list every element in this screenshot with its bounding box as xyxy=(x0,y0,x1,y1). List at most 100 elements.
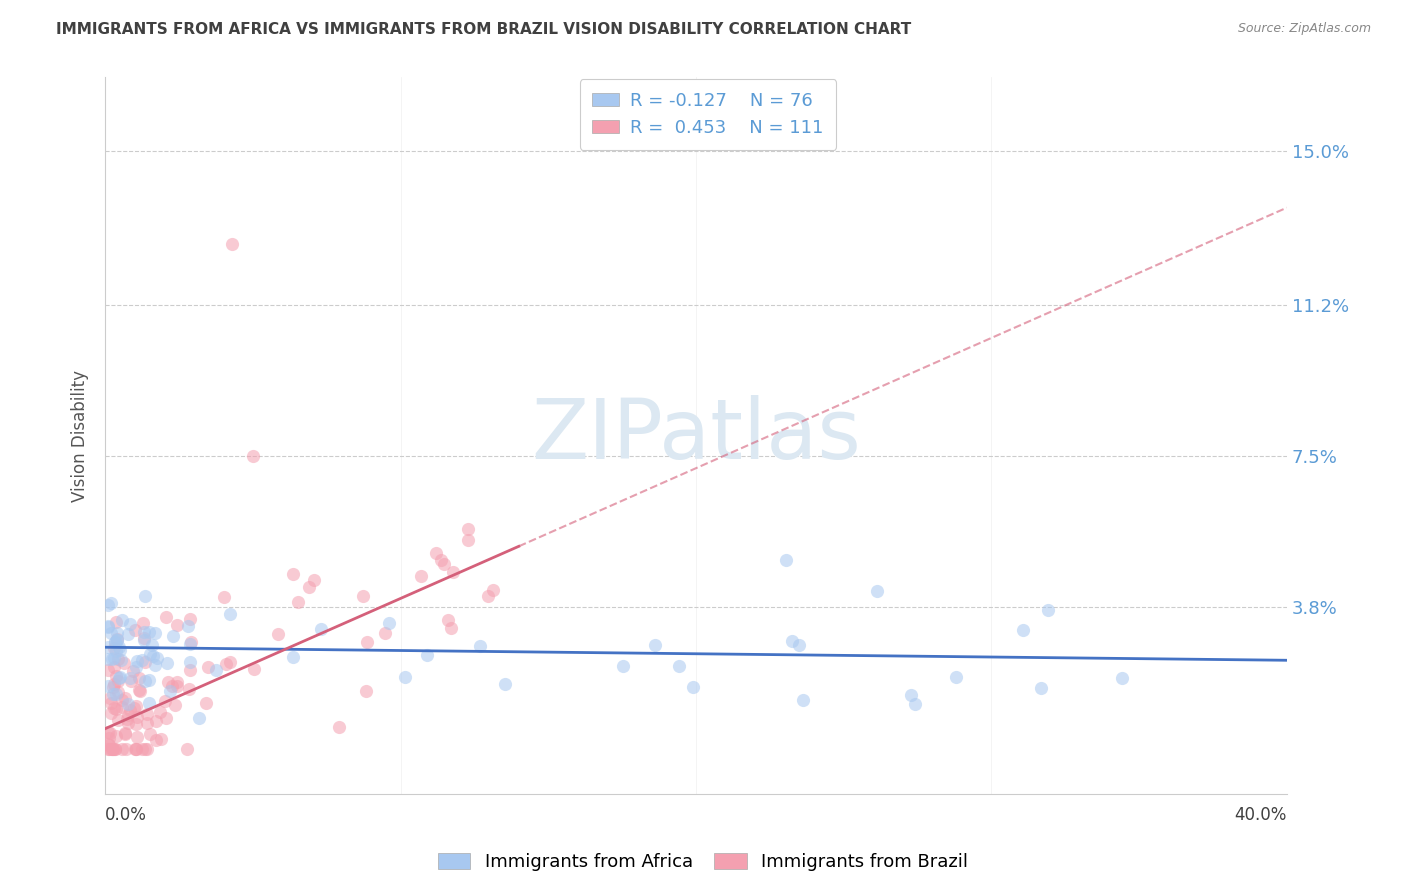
Point xyxy=(352,589,374,603)
Point xyxy=(131,742,153,756)
Point xyxy=(100,625,122,640)
Point xyxy=(903,697,925,711)
Point xyxy=(128,683,150,698)
Point xyxy=(120,672,142,686)
Point xyxy=(103,659,125,673)
Point xyxy=(283,566,305,581)
Point xyxy=(103,677,125,691)
Point xyxy=(166,618,188,632)
Point xyxy=(101,742,124,756)
Point xyxy=(97,739,120,753)
Point xyxy=(117,716,139,731)
Point xyxy=(117,712,139,726)
Point xyxy=(125,742,148,756)
Point xyxy=(149,705,172,719)
Point xyxy=(105,633,128,648)
Point xyxy=(105,632,128,647)
Point xyxy=(138,673,160,688)
Point xyxy=(114,691,136,706)
Point xyxy=(377,616,399,631)
Point xyxy=(287,595,309,609)
Point xyxy=(138,727,160,741)
Point xyxy=(98,731,121,746)
Point xyxy=(124,624,146,638)
Point xyxy=(243,662,266,676)
Point xyxy=(103,640,125,655)
Point xyxy=(101,680,124,694)
Point xyxy=(104,634,127,648)
Point xyxy=(97,663,120,677)
Point xyxy=(682,680,704,694)
Point xyxy=(177,618,200,632)
Point xyxy=(411,569,433,583)
Point xyxy=(107,673,129,688)
Point xyxy=(218,607,240,621)
Point xyxy=(111,693,134,707)
Text: ZIPatlas: ZIPatlas xyxy=(531,395,860,476)
Point xyxy=(111,742,134,756)
Point xyxy=(129,684,152,698)
Point xyxy=(433,558,456,572)
Point xyxy=(97,620,120,634)
Point xyxy=(135,706,157,721)
Text: 0.0%: 0.0% xyxy=(105,806,148,824)
Point xyxy=(107,713,129,727)
Point xyxy=(132,615,155,630)
Point xyxy=(150,732,173,747)
Point xyxy=(100,706,122,721)
Point xyxy=(97,742,120,756)
Point xyxy=(179,663,201,677)
Point xyxy=(122,664,145,678)
Point xyxy=(441,565,464,579)
Point xyxy=(139,648,162,662)
Point xyxy=(122,701,145,715)
Point xyxy=(394,670,416,684)
Point xyxy=(104,635,127,649)
Point xyxy=(134,655,156,669)
Point xyxy=(425,546,447,560)
Point xyxy=(125,717,148,731)
Point xyxy=(97,679,120,693)
Point xyxy=(780,634,803,648)
Point xyxy=(127,731,149,745)
Point xyxy=(127,654,149,668)
Point xyxy=(668,659,690,673)
Point xyxy=(159,684,181,698)
Point xyxy=(111,699,134,714)
Point xyxy=(281,649,304,664)
Point xyxy=(101,688,124,702)
Point xyxy=(105,626,128,640)
Point xyxy=(125,742,148,756)
Point xyxy=(155,711,177,725)
Point xyxy=(104,729,127,743)
Point xyxy=(187,711,209,725)
Point xyxy=(108,671,131,685)
Point xyxy=(792,692,814,706)
Point xyxy=(97,725,120,739)
Point xyxy=(482,583,505,598)
Point xyxy=(141,639,163,653)
Point xyxy=(179,636,201,650)
Point xyxy=(97,598,120,612)
Point xyxy=(356,635,378,649)
Point xyxy=(98,726,121,740)
Point xyxy=(205,663,228,677)
Point xyxy=(165,698,187,712)
Point xyxy=(125,699,148,714)
Point xyxy=(97,742,120,756)
Point xyxy=(219,655,242,669)
Point xyxy=(162,629,184,643)
Point xyxy=(429,553,451,567)
Point xyxy=(457,533,479,547)
Point xyxy=(166,675,188,690)
Point xyxy=(374,626,396,640)
Point xyxy=(180,635,202,649)
Point xyxy=(134,742,156,756)
Point xyxy=(117,627,139,641)
Point xyxy=(900,688,922,702)
Point xyxy=(136,742,159,756)
Point xyxy=(110,613,132,627)
Point xyxy=(242,449,264,463)
Point xyxy=(138,696,160,710)
Point xyxy=(120,703,142,717)
